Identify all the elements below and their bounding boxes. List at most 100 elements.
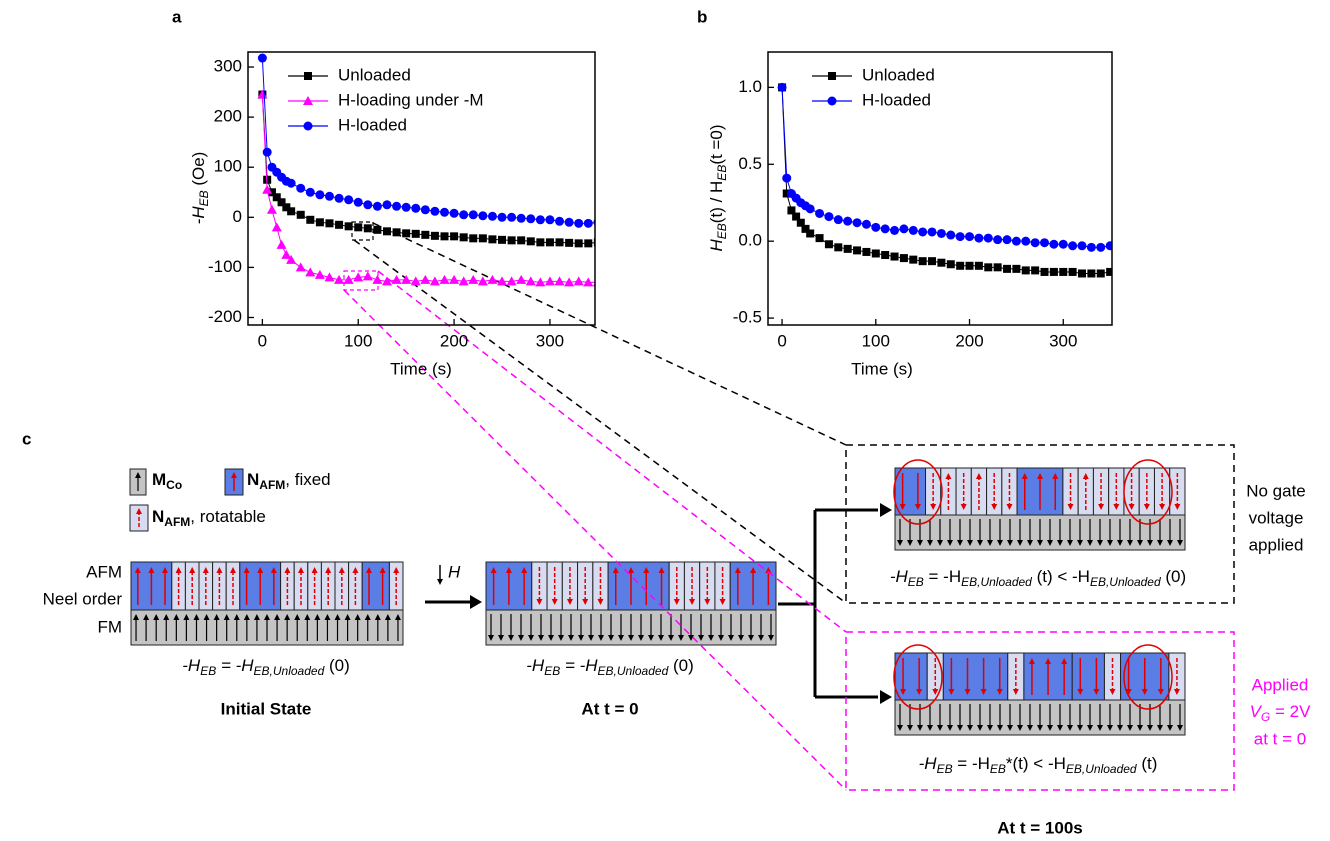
- marker: [257, 89, 268, 99]
- arrow-head: [987, 540, 993, 546]
- marker: [401, 274, 412, 284]
- t: G: [1261, 710, 1270, 724]
- arrow-head: [917, 540, 923, 546]
- arrow-head: [698, 635, 704, 641]
- arrow-head: [658, 567, 665, 573]
- arrow: [778, 508, 878, 699]
- arrow-head: [937, 725, 943, 731]
- arrow-head: [618, 635, 624, 641]
- legend-text: NAFM, rotatable: [152, 507, 266, 529]
- t: -H: [919, 754, 938, 773]
- y-tick-label: 300: [214, 57, 242, 76]
- arrow-head: [927, 725, 933, 731]
- marker: [573, 276, 584, 286]
- arrow-head: [163, 614, 170, 620]
- marker: [526, 214, 536, 224]
- arrow-head: [937, 540, 943, 546]
- marker: [411, 229, 420, 238]
- arrow-head: [1047, 725, 1053, 731]
- arrow-head: [612, 567, 619, 573]
- arrow-head: [734, 567, 741, 573]
- marker: [782, 173, 792, 183]
- marker: [324, 272, 335, 282]
- marker: [806, 229, 815, 238]
- arrow-head: [1159, 504, 1166, 510]
- arrow-head: [1177, 540, 1183, 546]
- t: = -H: [953, 754, 990, 773]
- arrow-head: [728, 635, 734, 641]
- marker: [449, 274, 460, 284]
- marker: [801, 224, 810, 233]
- marker: [449, 208, 459, 218]
- marker: [843, 216, 853, 226]
- arrow-head: [1057, 725, 1063, 731]
- t: V: [1250, 702, 1263, 721]
- arrow-head: [597, 599, 604, 605]
- arrow-head: [1113, 504, 1120, 510]
- marker: [908, 225, 918, 235]
- x-tick-label: 0: [258, 331, 267, 350]
- arrow-head: [975, 473, 982, 479]
- arrow-head: [505, 567, 512, 573]
- y-tick-label: -0.5: [733, 308, 762, 327]
- arrow-head: [588, 635, 594, 641]
- marker: [555, 216, 565, 226]
- t: -H: [890, 567, 909, 586]
- marker: [507, 236, 516, 245]
- arrow-head: [551, 599, 558, 605]
- marker: [262, 147, 272, 157]
- field-label: H: [448, 562, 461, 581]
- marker: [391, 274, 402, 284]
- marker: [965, 232, 975, 242]
- arrow-head: [437, 579, 443, 585]
- arrow-head: [1093, 689, 1100, 695]
- arrow-head: [768, 635, 774, 641]
- marker: [1040, 267, 1049, 276]
- arrow-head: [880, 503, 892, 517]
- arrow-head: [233, 614, 240, 620]
- arrow-head: [750, 567, 757, 573]
- arrow-head: [608, 635, 614, 641]
- arrow-head: [738, 635, 744, 641]
- arrow-head: [997, 540, 1003, 546]
- marker: [277, 198, 286, 207]
- marker: [363, 200, 373, 210]
- marker: [880, 224, 890, 234]
- marker: [909, 255, 918, 264]
- series-line: [781, 87, 1111, 248]
- y-tick-label: -200: [208, 307, 242, 326]
- t: (0): [324, 656, 350, 675]
- arrow-head: [162, 567, 168, 573]
- y-title-part: (t =0): [707, 125, 726, 165]
- marker: [853, 246, 862, 255]
- marker: [862, 247, 871, 256]
- marker: [362, 271, 373, 281]
- arrow-head: [294, 614, 301, 620]
- arrow-head: [1128, 504, 1135, 510]
- marker: [554, 276, 565, 286]
- layer-label: FM: [97, 617, 122, 636]
- marker: [267, 188, 276, 197]
- arrow-head: [175, 567, 182, 573]
- marker: [805, 204, 815, 214]
- arrow-head: [1167, 725, 1173, 731]
- t: = -H: [560, 656, 598, 675]
- marker: [1068, 267, 1077, 276]
- arrow-head: [344, 614, 351, 620]
- arrow-head: [173, 614, 180, 620]
- arrow-head: [1028, 658, 1035, 664]
- arrow-head: [1052, 473, 1059, 479]
- arrow-head: [1137, 725, 1143, 731]
- marker: [498, 235, 507, 244]
- arrow-head: [394, 614, 401, 620]
- arrow-head: [1141, 689, 1148, 695]
- highlight-ellipse: [1123, 459, 1173, 525]
- marker: [506, 276, 517, 286]
- t: EB: [200, 664, 216, 678]
- dashed-box: [845, 631, 1235, 791]
- arrow-head: [967, 540, 973, 546]
- y-title-part: EB: [197, 190, 211, 206]
- arrow-head: [930, 504, 937, 510]
- arrow-head: [1082, 473, 1089, 479]
- x-axis-title: Time (s): [390, 359, 452, 378]
